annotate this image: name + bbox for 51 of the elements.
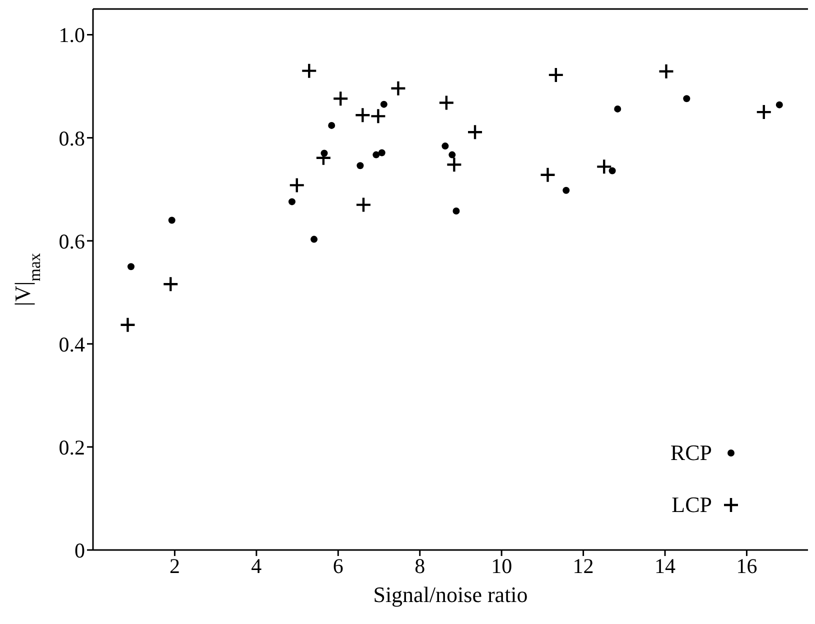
point xyxy=(562,186,570,194)
point xyxy=(548,66,564,84)
point xyxy=(658,63,674,80)
point xyxy=(168,216,176,224)
x-axis-title: Signal/noise ratio xyxy=(373,582,528,607)
point xyxy=(370,108,386,124)
legend-label: RCP xyxy=(670,440,712,466)
point xyxy=(442,142,449,150)
point xyxy=(372,151,380,158)
point xyxy=(390,80,406,96)
x-tick-label: 12 xyxy=(572,554,594,578)
point xyxy=(446,156,462,173)
legend-label: LCP xyxy=(672,492,712,518)
point xyxy=(301,62,318,79)
point xyxy=(596,158,612,175)
y-tick-label: 0.2 xyxy=(58,435,85,460)
point xyxy=(756,104,772,120)
x-tick-label: 4 xyxy=(251,554,262,578)
point xyxy=(127,263,134,270)
point xyxy=(466,124,484,140)
y-tick-label: 0.4 xyxy=(58,332,86,356)
y-tick-label: 1.0 xyxy=(58,23,85,48)
y-tick-label: 0.6 xyxy=(58,229,85,254)
point xyxy=(683,95,690,102)
point xyxy=(378,149,386,156)
point xyxy=(608,167,616,174)
point xyxy=(332,90,349,107)
x-tick-label: 8 xyxy=(414,554,426,578)
point xyxy=(162,276,179,292)
point xyxy=(288,198,296,206)
y-tick-label: 0 xyxy=(74,538,85,562)
point xyxy=(328,122,336,129)
point xyxy=(288,177,305,194)
point xyxy=(355,196,372,213)
point xyxy=(614,105,622,112)
point xyxy=(776,101,783,108)
x-tick-label: 14 xyxy=(654,554,676,578)
point xyxy=(120,316,136,333)
point xyxy=(354,107,371,124)
point xyxy=(452,207,460,214)
x-tick-label: 6 xyxy=(332,554,344,578)
point xyxy=(356,162,364,170)
point xyxy=(438,94,455,111)
point xyxy=(448,151,456,158)
x-tick-label: 10 xyxy=(491,554,512,578)
point xyxy=(540,166,556,184)
x-tick-label: 2 xyxy=(169,554,180,578)
point xyxy=(310,236,318,243)
x-tick-label: 16 xyxy=(736,554,758,578)
point xyxy=(380,100,388,108)
y-tick-label: 0.8 xyxy=(58,126,85,150)
